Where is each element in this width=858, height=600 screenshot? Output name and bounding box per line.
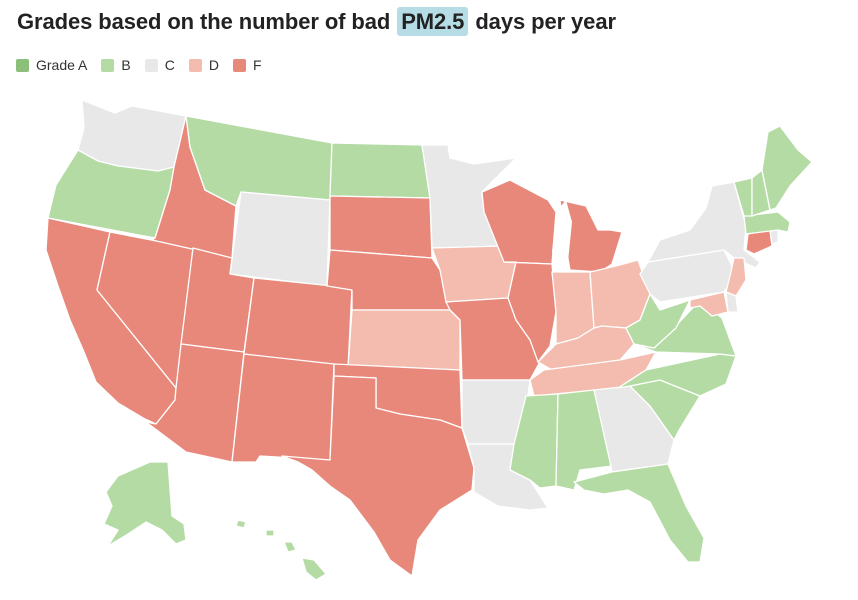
state-fl[interactable] bbox=[573, 463, 705, 563]
state-wy[interactable] bbox=[229, 191, 331, 287]
legend-swatch-a bbox=[16, 58, 29, 72]
map-title: Grades based on the number of bad PM2.5 … bbox=[17, 7, 616, 36]
state-tx[interactable] bbox=[281, 375, 475, 577]
legend-item-b: B bbox=[101, 57, 131, 73]
legend-item-c: C bbox=[144, 57, 175, 73]
state-nd[interactable] bbox=[329, 142, 431, 199]
state-co[interactable] bbox=[243, 277, 353, 369]
state-pa[interactable] bbox=[639, 249, 737, 303]
state-ny[interactable] bbox=[647, 181, 761, 269]
legend-swatch-b bbox=[101, 58, 115, 72]
title-after: days per year bbox=[475, 9, 616, 34]
legend-label-b: B bbox=[121, 57, 131, 73]
legend-swatch-f bbox=[232, 58, 246, 72]
legend-item-f: F bbox=[232, 57, 262, 73]
state-ma[interactable] bbox=[743, 211, 791, 235]
legend-item-a: Grade A bbox=[16, 57, 87, 73]
state-hi[interactable] bbox=[235, 519, 327, 581]
legend-label-d: D bbox=[208, 57, 219, 73]
lake-michigan bbox=[552, 200, 572, 270]
legend-swatch-d bbox=[188, 58, 202, 72]
state-ks[interactable] bbox=[347, 309, 461, 371]
legend-swatch-c bbox=[144, 58, 158, 72]
title-before: Grades based on the number of bad bbox=[17, 9, 391, 34]
state-md[interactable] bbox=[689, 291, 729, 317]
legend-label-f: F bbox=[252, 57, 262, 73]
legend-label-c: C bbox=[164, 57, 175, 73]
state-nc[interactable] bbox=[617, 353, 737, 397]
legend-label-a: Grade A bbox=[36, 57, 88, 73]
legend: Grade A B C D F bbox=[16, 57, 262, 73]
state-sd[interactable] bbox=[329, 195, 433, 259]
title-highlight-term[interactable]: PM2.5 bbox=[397, 7, 469, 36]
state-me[interactable] bbox=[761, 125, 813, 211]
state-ak[interactable] bbox=[103, 461, 187, 547]
legend-item-d: D bbox=[188, 57, 219, 73]
state-ri[interactable] bbox=[769, 229, 779, 245]
state-de[interactable] bbox=[725, 291, 739, 313]
state-nm[interactable] bbox=[231, 353, 335, 463]
